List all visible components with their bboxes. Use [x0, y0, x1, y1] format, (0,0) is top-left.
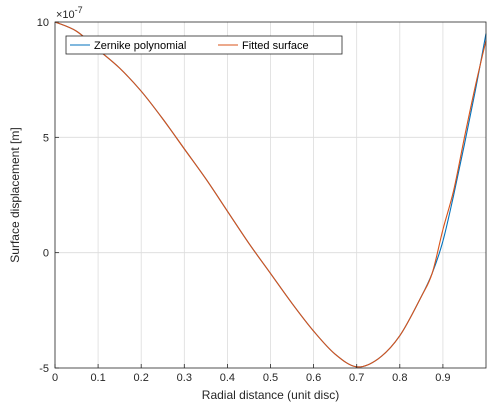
x-tick-labels: 0 0.1 0.2 0.3 0.4 0.5 0.6 0.7 0.8 0.9	[52, 372, 451, 384]
x-tick-label: 0.8	[392, 372, 407, 384]
legend-entry-2: Fitted surface	[242, 40, 309, 52]
x-axis-label: Radial distance (unit disc)	[202, 388, 339, 402]
x-tick-label: 0.9	[435, 372, 450, 384]
x-tick-label: 0.2	[134, 372, 149, 384]
y-exponent-base: ×10	[56, 9, 75, 21]
y-tick-label: 5	[43, 132, 49, 144]
y-axis-label: Surface displacement [m]	[8, 127, 22, 262]
y-tick-label: 10	[37, 17, 49, 29]
y-tick-label: 0	[43, 248, 49, 260]
x-tick-label: 0.3	[177, 372, 192, 384]
x-tick-label: 0.1	[90, 372, 105, 384]
legend-box	[65, 35, 343, 55]
ticks	[54, 21, 444, 369]
x-tick-label: 0.6	[306, 372, 321, 384]
x-tick-label: 0.5	[263, 372, 278, 384]
y-axis-exponent: ×10-7	[56, 5, 83, 21]
legend: Zernike polynomial Fitted surface	[65, 35, 343, 55]
series-line-2	[54, 21, 487, 368]
x-tick-label: 0	[52, 372, 58, 384]
y-tick-labels: -5 0 5 10	[37, 17, 49, 375]
y-tick-label: -5	[39, 363, 49, 375]
series-layer	[54, 21, 487, 368]
legend-entry-1: Zernike polynomial	[94, 40, 186, 52]
y-exponent-power: -7	[75, 5, 83, 15]
grid	[54, 22, 486, 368]
x-tick-label: 0.4	[220, 372, 235, 384]
x-tick-label: 0.7	[349, 372, 364, 384]
